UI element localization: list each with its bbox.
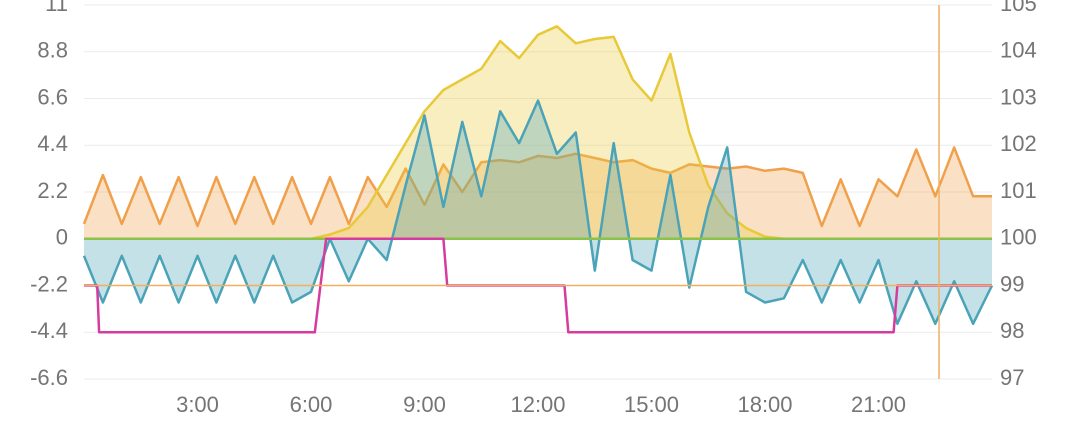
x-tick-label: 12:00 — [510, 392, 565, 417]
y-tick-label: 6.6 — [37, 84, 68, 109]
area — [84, 100, 992, 324]
series-line — [82, 146, 992, 228]
y-tick-label: 0 — [56, 225, 68, 250]
series-line — [84, 237, 992, 334]
y2-tick-label: 102 — [1000, 131, 1037, 156]
x-tick-label: 15:00 — [624, 392, 679, 417]
x-tick-label: 9:00 — [403, 392, 446, 417]
y2-tick-label: 100 — [1000, 225, 1037, 250]
y2-tick-label: 105 — [1000, 0, 1037, 16]
y2-tick-label: 98 — [1000, 318, 1024, 343]
y2-tick-label: 104 — [1000, 38, 1037, 63]
y2-tick-label: 99 — [1000, 271, 1024, 296]
y-tick-label: -2.2 — [30, 271, 68, 296]
x-tick-label: 18:00 — [737, 392, 792, 417]
y-tick-label: 11 — [45, 0, 68, 16]
y-tick-label: -6.6 — [30, 365, 68, 390]
area — [84, 26, 992, 239]
x-tick-label: 6:00 — [290, 392, 333, 417]
y-tick-label: 2.2 — [37, 178, 68, 203]
y2-tick-label: 97 — [1000, 365, 1024, 390]
y-tick-label: 8.8 — [37, 38, 68, 63]
y-tick-label: -4.4 — [30, 318, 68, 343]
y2-tick-label: 101 — [1000, 178, 1037, 203]
x-tick-label: 3:00 — [176, 392, 219, 417]
y2-tick-label: 103 — [1000, 84, 1037, 109]
area — [84, 147, 992, 239]
x-tick-label: 21:00 — [851, 392, 906, 417]
y-tick-label: 4.4 — [37, 131, 68, 156]
series-line — [82, 99, 994, 326]
